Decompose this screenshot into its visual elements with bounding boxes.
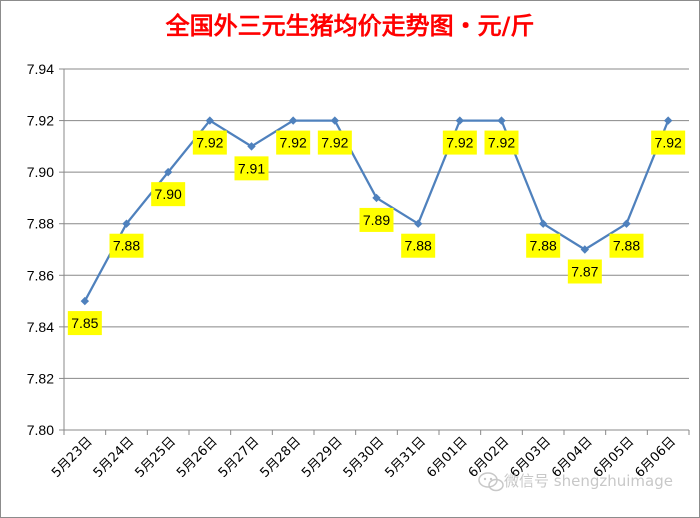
data-point — [413, 219, 423, 228]
data-label-box — [609, 233, 644, 258]
data-point — [622, 219, 631, 228]
data-label-text: 7.91 — [238, 160, 265, 176]
data-label: 7.92 — [651, 130, 686, 155]
data-label: 7.92 — [192, 130, 227, 155]
y-tick-label: 7.84 — [27, 319, 54, 335]
data-label: 7.91 — [234, 156, 269, 181]
data-label-text: 7.92 — [446, 135, 473, 151]
data-label-text: 7.90 — [155, 186, 182, 202]
data-label-box — [317, 130, 352, 155]
data-point — [372, 193, 381, 203]
data-label: 7.88 — [526, 233, 561, 258]
x-tick-label: 6月01日 — [424, 434, 471, 481]
x-tick-label: 5月28日 — [257, 434, 304, 481]
watermark: 微信号 shengzhuimage — [478, 472, 673, 492]
data-label-text: 7.88 — [613, 238, 640, 254]
data-label: 7.88 — [401, 233, 436, 258]
data-point — [205, 116, 215, 125]
data-label-box — [109, 233, 144, 258]
data-label: 7.92 — [317, 130, 352, 155]
data-label-box — [484, 130, 519, 155]
series-line — [80, 116, 673, 306]
axes — [59, 68, 690, 435]
x-tick-label: 5月30日 — [341, 434, 388, 481]
data-label-box — [526, 233, 561, 258]
data-label-text: 7.87 — [571, 264, 598, 280]
x-tick-label: 5月23日 — [49, 434, 96, 481]
data-label-box — [567, 259, 602, 284]
y-tick-label: 7.86 — [27, 267, 54, 283]
y-tick-label: 7.82 — [27, 370, 54, 386]
x-tick-label: 5月24日 — [91, 434, 138, 481]
data-label-box — [234, 156, 269, 181]
data-label: 7.92 — [276, 130, 311, 155]
data-label-text: 7.92 — [280, 135, 307, 151]
data-label: 7.92 — [442, 130, 477, 155]
data-label-text: 7.92 — [196, 135, 223, 151]
chart-title: 全国外三元生猪均价走势图・元/斤 — [165, 12, 535, 40]
data-label: 7.87 — [567, 259, 602, 284]
y-tick-labels: 7.80 7.82 7.84 7.86 7.88 7.90 7.92 7.94 — [27, 61, 54, 438]
data-point — [580, 245, 590, 254]
y-tick-label: 7.90 — [27, 164, 54, 180]
x-tick-label: 5月31日 — [382, 434, 429, 481]
data-label: 7.85 — [67, 311, 102, 336]
data-label-box — [651, 130, 686, 155]
data-label-text: 7.88 — [113, 238, 140, 254]
data-label-box — [442, 130, 477, 155]
y-tick-label: 7.80 — [27, 422, 54, 438]
y-tick-label: 7.94 — [27, 61, 54, 77]
data-label-text: 7.89 — [363, 212, 390, 228]
x-tick-label: 5月29日 — [299, 434, 346, 481]
data-label: 7.92 — [484, 130, 519, 155]
y-tick-label: 7.88 — [27, 216, 54, 232]
data-label-text: 7.88 — [530, 238, 557, 254]
data-labels: 7.85 7.88 7.90 7.92 7.91 7.92 7.92 7.89 7.88 7.92… — [67, 130, 686, 336]
data-point — [288, 116, 298, 125]
data-point — [497, 116, 506, 125]
data-label-box — [401, 233, 436, 258]
data-point — [663, 116, 673, 125]
data-label-box — [151, 182, 186, 207]
x-tick-label: 5月27日 — [216, 434, 263, 481]
data-label-text: 7.85 — [71, 315, 98, 331]
y-tick-label: 7.92 — [27, 113, 54, 129]
x-tick-label: 5月26日 — [174, 434, 221, 481]
data-label-box — [192, 130, 227, 155]
data-point — [80, 296, 90, 306]
data-label: 7.88 — [109, 233, 144, 258]
data-label: 7.89 — [359, 207, 394, 232]
data-point — [163, 167, 173, 177]
watermark-text: 微信号 shengzhuimage — [504, 472, 673, 490]
data-point — [330, 116, 340, 125]
data-label-box — [276, 130, 311, 155]
data-label-text: 7.92 — [655, 135, 682, 151]
data-label-text: 7.92 — [321, 135, 348, 151]
data-label-box — [67, 311, 102, 336]
data-label: 7.90 — [151, 182, 186, 207]
data-point — [455, 116, 465, 125]
data-label: 7.88 — [609, 233, 644, 258]
wechat-icon — [478, 472, 504, 492]
x-tick-label: 5月25日 — [132, 434, 179, 481]
data-label-text: 7.88 — [405, 238, 432, 254]
data-point — [122, 219, 131, 228]
data-label-text: 7.92 — [488, 135, 515, 151]
data-point — [247, 142, 256, 151]
data-point — [538, 219, 548, 228]
data-label-box — [359, 207, 394, 232]
